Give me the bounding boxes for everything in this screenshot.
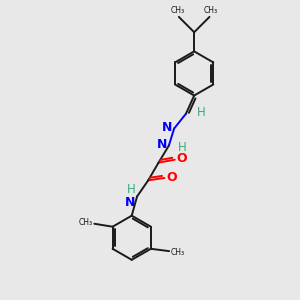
Text: O: O <box>166 171 177 184</box>
Text: CH₃: CH₃ <box>171 6 185 15</box>
Text: N: N <box>157 139 167 152</box>
Text: N: N <box>161 121 172 134</box>
Text: CH₃: CH₃ <box>79 218 93 227</box>
Text: O: O <box>176 152 187 165</box>
Text: N: N <box>125 196 135 209</box>
Text: H: H <box>178 141 186 154</box>
Text: CH₃: CH₃ <box>171 248 185 257</box>
Text: H: H <box>197 106 206 119</box>
Text: H: H <box>127 183 135 196</box>
Text: CH₃: CH₃ <box>204 6 218 15</box>
